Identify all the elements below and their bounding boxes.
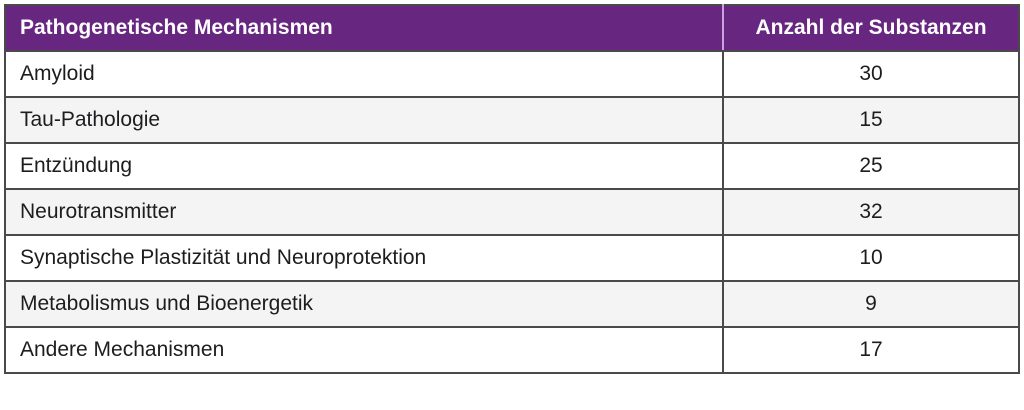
table-header: Pathogenetische Mechanismen Anzahl der S… [5, 4, 1019, 52]
mechanism-cell: Andere Mechanismen [5, 326, 724, 374]
count-cell: 30 [723, 50, 1019, 98]
table-row: Tau-Pathologie 15 [5, 96, 1019, 144]
table-row: Metabolismus und Bioenergetik 9 [5, 280, 1019, 328]
table-body: Amyloid 30 Tau-Pathologie 15 Entzündung 25 Neu… [5, 50, 1019, 374]
mechanism-cell: Entzündung [5, 142, 724, 190]
table-row: Andere Mechanismen 17 [5, 326, 1019, 374]
table-row: Neurotransmitter 32 [5, 188, 1019, 236]
table-row: Amyloid 30 [5, 50, 1019, 98]
mechanism-cell: Amyloid [5, 50, 724, 98]
table-row: Entzündung 25 [5, 142, 1019, 190]
count-cell: 10 [723, 234, 1019, 282]
mechanism-cell: Synaptische Plastizität und Neuroprotekt… [5, 234, 724, 282]
mechanism-cell: Tau-Pathologie [5, 96, 724, 144]
table-row: Synaptische Plastizität und Neuroprotekt… [5, 234, 1019, 282]
mechanism-cell: Metabolismus und Bioenergetik [5, 280, 724, 328]
count-cell: 32 [723, 188, 1019, 236]
count-cell: 17 [723, 326, 1019, 374]
count-cell: 9 [723, 280, 1019, 328]
column-header-count: Anzahl der Substanzen [723, 4, 1019, 52]
mechanism-cell: Neurotransmitter [5, 188, 724, 236]
count-cell: 25 [723, 142, 1019, 190]
count-cell: 15 [723, 96, 1019, 144]
header-row: Pathogenetische Mechanismen Anzahl der S… [5, 4, 1019, 52]
substances-table: Pathogenetische Mechanismen Anzahl der S… [4, 4, 1020, 374]
column-header-mechanisms: Pathogenetische Mechanismen [5, 4, 724, 52]
